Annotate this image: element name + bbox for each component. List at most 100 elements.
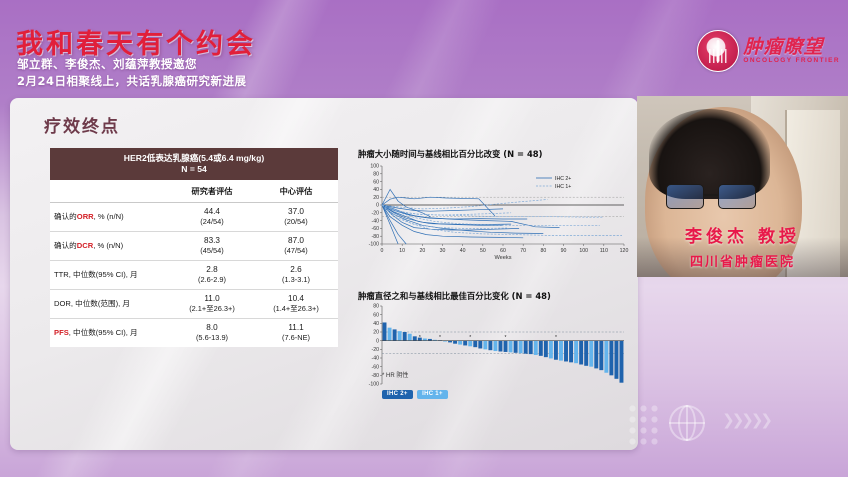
- efficacy-endpoints-table: HER2低表达乳腺癌(5.4或6.4 mg/kg) N = 54 研究者评估 中…: [50, 148, 338, 347]
- column-header-investigator: 研究者评估: [170, 180, 254, 203]
- waterfall-bar: [523, 340, 528, 354]
- video-vignette: [637, 237, 848, 277]
- svg-text:40: 40: [373, 187, 379, 193]
- brand-name-cn: 肿瘤瞭望: [743, 36, 824, 58]
- spider-series-line: [381, 199, 548, 210]
- waterfall-bar: [579, 340, 584, 365]
- table-row: 确认的DCR, % (n/N) 83.3 (45/54) 87.0 (47/54): [50, 231, 338, 261]
- waterfall-bar: [493, 340, 498, 352]
- waterfall-bar: [478, 340, 483, 349]
- svg-text:20: 20: [373, 195, 379, 201]
- waterfall-bar: [427, 338, 432, 341]
- waterfall-bar: [412, 336, 417, 341]
- hr-negative-star: *: [469, 335, 471, 341]
- presenter-organization: 四川省肿瘤医院: [689, 255, 795, 270]
- spider-series-line: [381, 204, 622, 236]
- hr-negative-star: *: [419, 335, 421, 341]
- svg-text:120: 120: [620, 248, 629, 254]
- waterfall-bar: [503, 340, 508, 352]
- glasses-icon: [665, 184, 757, 209]
- waterfall-bar: [473, 340, 478, 348]
- glasses-lens-left: [665, 184, 704, 209]
- svg-text:90: 90: [561, 248, 567, 254]
- row-label: 确认的DCR, % (n/N): [50, 231, 170, 261]
- svg-text:40: 40: [460, 248, 466, 254]
- waterfall-plot-svg: 80 60 40 20 0 -20 -40 -60 -80 -100 * * * * *: [369, 304, 624, 388]
- spider-series-line: [381, 204, 508, 229]
- cell-central: 11.1 (7.6-NE): [282, 323, 310, 342]
- waterfall-bar: [453, 340, 458, 344]
- waterfall-bar: [538, 340, 543, 356]
- waterfall-bar: [543, 340, 548, 358]
- table-header-cell: HER2低表达乳腺癌(5.4或6.4 mg/kg) N = 54: [50, 148, 338, 180]
- table-main-header: HER2低表达乳腺癌(5.4或6.4 mg/kg) N = 54: [50, 148, 338, 180]
- column-header-blank: [50, 180, 170, 203]
- waterfall-bar: [513, 340, 518, 353]
- waterfall-bar: [594, 340, 599, 369]
- cell-central: 37.0 (20/54): [254, 202, 338, 232]
- waterfall-bar: [498, 340, 503, 352]
- hr-negative-star: *: [505, 335, 507, 341]
- waterfall-bar: [559, 340, 563, 361]
- table-row: PFS, 中位数(95% CI), 月 8.0 (5.6-13.9) 11.1 (7.6…: [50, 319, 338, 348]
- slide-title: 疗效终点: [44, 117, 120, 137]
- waterfall-bar: [599, 340, 604, 371]
- waterfall-bar: [604, 340, 609, 373]
- svg-text:10: 10: [399, 248, 405, 254]
- svg-text:-100: -100: [369, 382, 379, 388]
- banner-title: 我和春天有个约会: [16, 29, 256, 60]
- svg-text:-100: -100: [369, 242, 379, 248]
- cell-investigator: 2.8 (2.6-2.9): [170, 260, 254, 290]
- waterfall-bar: [402, 332, 407, 341]
- svg-text:70: 70: [520, 248, 526, 254]
- presenter-name-block: 李俊杰 教授 四川省肿瘤医院: [637, 222, 848, 270]
- svg-text:-80: -80: [372, 373, 380, 379]
- row-label: DOR, 中位数(范围), 月: [50, 289, 170, 319]
- event-banner: 我和春天有个约会 邹立群、李俊杰、刘蕴萍教授邀您 2月24日相聚线上，共话乳腺癌…: [0, 0, 848, 95]
- waterfall-bar: [508, 340, 513, 353]
- waterfall-legend: * HR 阴性 IHC 2+ IHC 1+: [382, 370, 448, 400]
- spider-series-line: [381, 204, 524, 239]
- svg-text:-60: -60: [372, 364, 380, 370]
- table-row: TTR, 中位数(95% CI), 月 2.8 (2.6-2.9) 2.6 (1.3-3…: [50, 260, 338, 290]
- waterfall-bar: [564, 340, 568, 362]
- cell-investigator: 83.3 (45/54): [170, 231, 254, 261]
- waterfall-bar: [397, 331, 402, 341]
- presenter-face: [645, 106, 802, 277]
- waterfall-note: * HR 阴性: [382, 373, 409, 379]
- svg-text:80: 80: [373, 172, 379, 178]
- waterfall-plot-title: 肿瘤直径之和与基线相比最佳百分比变化 (N = 48): [358, 291, 551, 301]
- banner-subtitle: 邹立群、李俊杰、刘蕴萍教授邀您 2月24日相聚线上，共话乳腺癌研究新进展: [17, 56, 247, 90]
- waterfall-bar: [619, 340, 624, 383]
- waterfall-bar: [574, 340, 579, 364]
- banner-subtitle-line-1: 邹立群、李俊杰、刘蕴萍教授邀您: [17, 57, 197, 71]
- table-header-line-1: HER2低表达乳腺癌(5.4或6.4 mg/kg): [123, 153, 265, 163]
- spider-series-line: [381, 204, 512, 216]
- svg-text:0: 0: [376, 338, 379, 344]
- presenter-video-feed[interactable]: [637, 96, 848, 277]
- waterfall-bar: [422, 338, 427, 341]
- column-header-central: 中心评估: [254, 180, 338, 203]
- crab-emblem-icon: [697, 30, 740, 72]
- svg-text:80: 80: [373, 304, 379, 310]
- spider-series-line: [381, 204, 528, 220]
- svg-text:-60: -60: [372, 226, 380, 232]
- presenter-hair: [648, 108, 771, 200]
- waterfall-bar: [382, 322, 387, 341]
- globe-watermark-icon: [669, 405, 705, 441]
- table-row: DOR, 中位数(范围), 月 11.0 (2.1+至26.3+) 10.4 (1.4+…: [50, 289, 338, 319]
- spider-series-line: [381, 188, 431, 218]
- spider-series-line: [381, 204, 512, 225]
- spider-series-line: [381, 204, 600, 226]
- waterfall-bar: [468, 340, 473, 347]
- spider-series-line: [381, 204, 504, 212]
- waterfall-bar: [548, 340, 553, 359]
- svg-text:60: 60: [500, 248, 506, 254]
- presenter-name: 李俊杰 教授: [685, 227, 800, 247]
- svg-text:100: 100: [579, 248, 588, 254]
- svg-text:0: 0: [381, 248, 384, 254]
- cell-central: 10.4 (1.4+至26.3+): [254, 289, 338, 319]
- spider-legend-label: IHC 1+: [555, 184, 571, 190]
- waterfall-bar: [392, 329, 397, 341]
- waterfall-plot-chart: 肿瘤直径之和与基线相比最佳百分比变化 (N = 48) 80 60 40 20 0 -20…: [358, 290, 630, 410]
